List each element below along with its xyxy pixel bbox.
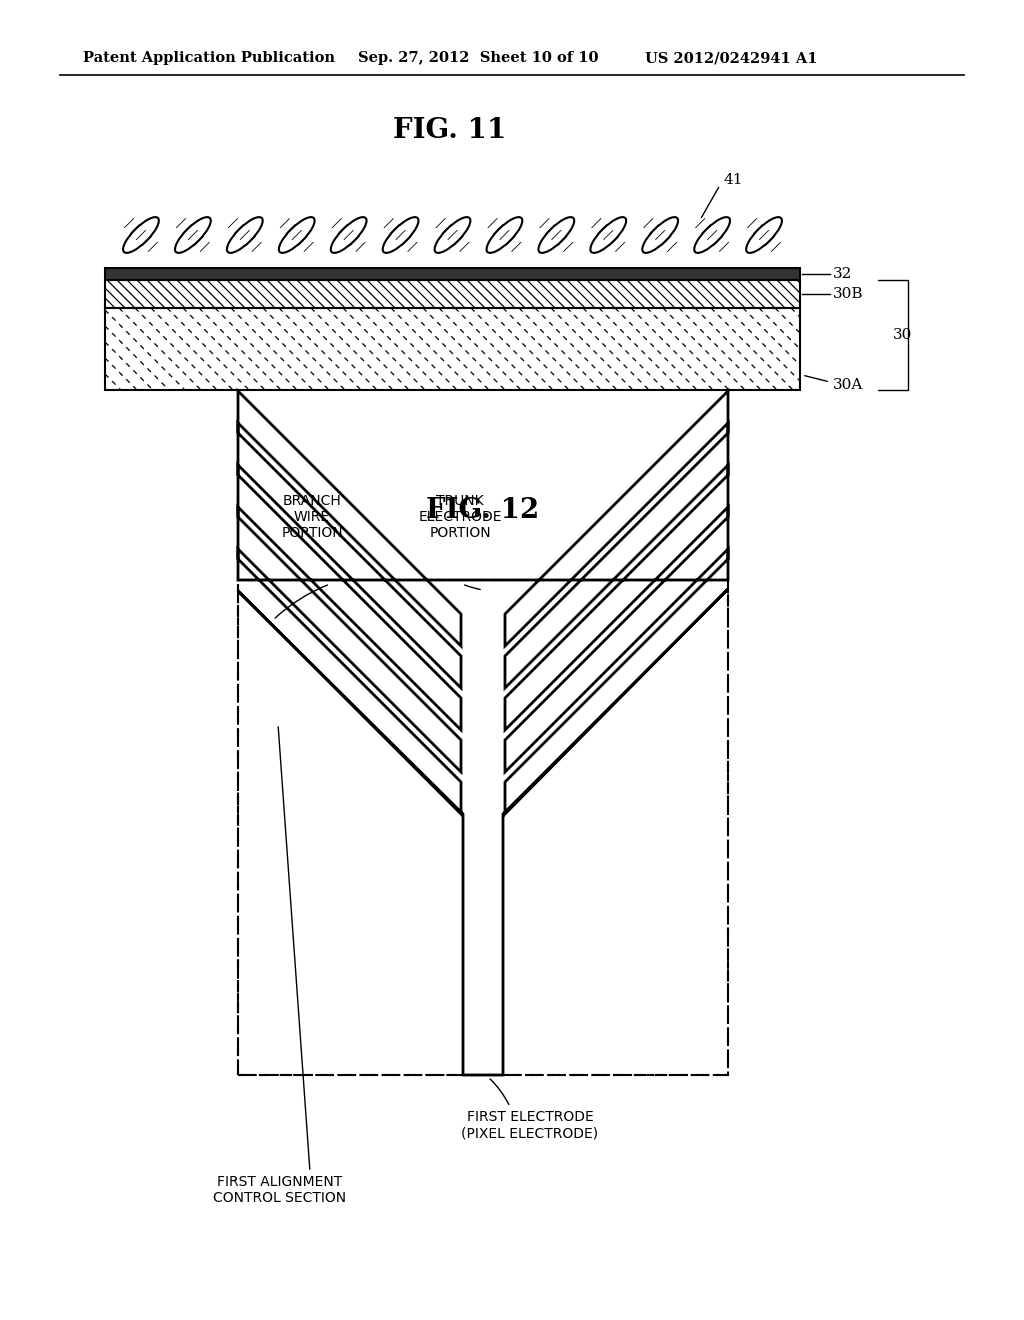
Text: Sep. 27, 2012  Sheet 10 of 10: Sep. 27, 2012 Sheet 10 of 10 [358,51,598,65]
Text: US 2012/0242941 A1: US 2012/0242941 A1 [645,51,817,65]
Ellipse shape [642,216,678,253]
Text: 30B: 30B [833,286,863,301]
Ellipse shape [591,216,626,253]
Ellipse shape [279,216,314,253]
Ellipse shape [227,216,263,253]
Text: FIG. 11: FIG. 11 [393,116,507,144]
Ellipse shape [486,216,522,253]
Polygon shape [238,391,728,1074]
Ellipse shape [434,216,470,253]
Text: BRANCH
WIRE
PORTION: BRANCH WIRE PORTION [282,494,343,540]
Bar [105,280,800,308]
Text: Patent Application Publication: Patent Application Publication [83,51,335,65]
Bar [238,579,728,1074]
Ellipse shape [331,216,367,253]
Ellipse shape [539,216,574,253]
Ellipse shape [175,216,211,253]
Text: 32: 32 [833,267,852,281]
Text: 30A: 30A [833,378,863,392]
Text: TRUNK
ELECTRODE
PORTION: TRUNK ELECTRODE PORTION [418,494,502,540]
Bar [238,579,728,1074]
Text: FIG. 12: FIG. 12 [426,496,540,524]
Bar [105,268,800,280]
Ellipse shape [746,216,782,253]
Text: 41: 41 [724,173,743,187]
Bar [105,308,800,389]
Text: FIRST ALIGNMENT
CONTROL SECTION: FIRST ALIGNMENT CONTROL SECTION [213,1175,346,1205]
Ellipse shape [383,216,419,253]
Text: 30: 30 [893,327,912,342]
Text: FIRST ELECTRODE
(PIXEL ELECTRODE): FIRST ELECTRODE (PIXEL ELECTRODE) [462,1110,599,1140]
Ellipse shape [123,216,159,253]
Ellipse shape [694,216,730,253]
